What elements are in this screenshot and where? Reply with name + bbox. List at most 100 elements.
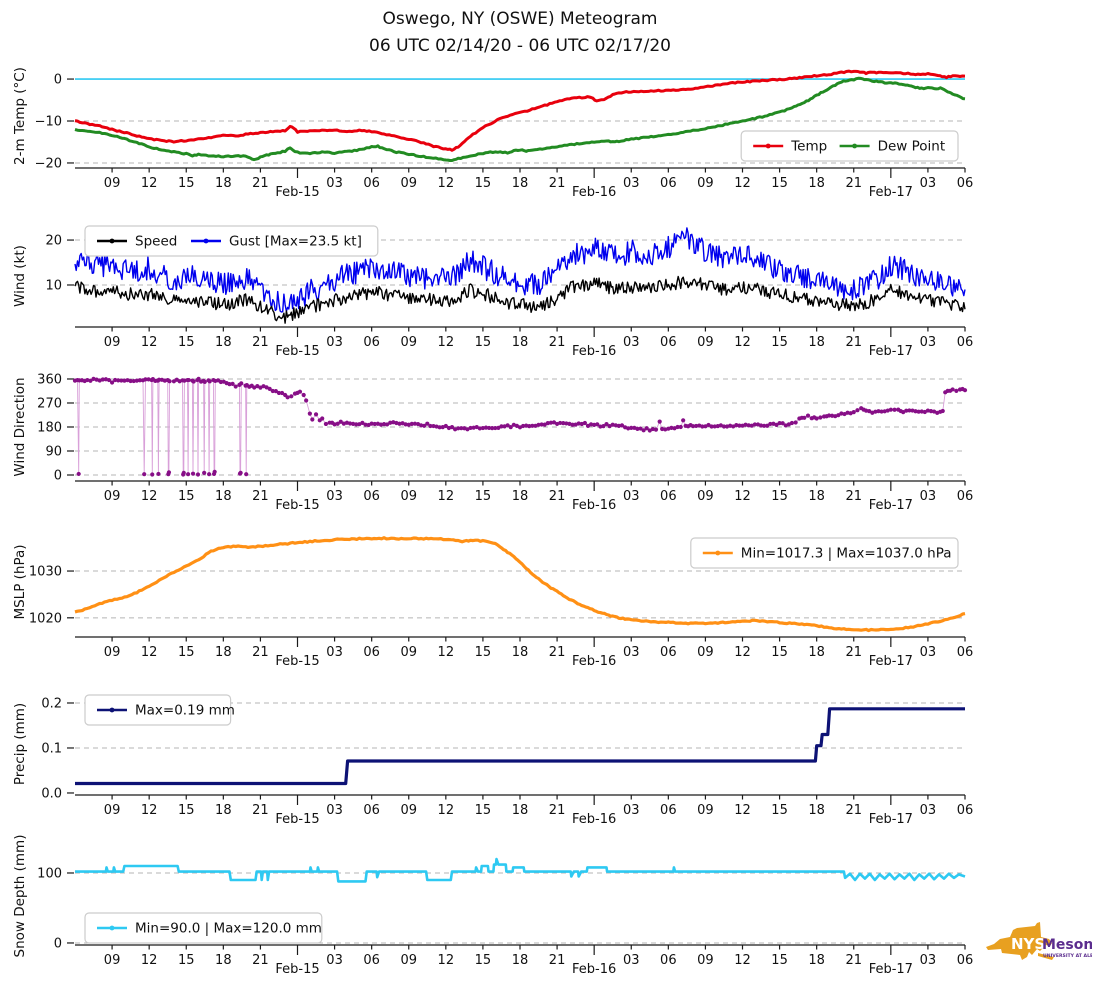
logo-mesonet-text: Mesonet	[1042, 937, 1092, 953]
x-tick-label: 06	[660, 489, 677, 504]
long-island-shape	[1038, 953, 1054, 960]
x-tick-label: 03	[623, 645, 640, 660]
x-tick-label: 15	[178, 489, 195, 504]
x-tick-label: 12	[141, 803, 158, 818]
y-tick-label: 1020	[29, 611, 62, 626]
x-tick-label: 09	[104, 335, 121, 350]
x-tick-label: Feb-16	[572, 344, 616, 359]
x-tick-label: 12	[438, 953, 455, 968]
panel-temp: 0 −10 −20 09 12 15 18 21 Feb-15 03 06 09 12 15 18 21 Feb…	[35, 69, 974, 200]
x-tick-label: 18	[808, 176, 825, 191]
x-tick-label: Feb-17	[869, 498, 913, 513]
x-tick-label: 18	[215, 335, 232, 350]
x-tick-label: 15	[771, 803, 788, 818]
x-tick-label: 09	[104, 489, 121, 504]
x-tick-label: 03	[920, 953, 937, 968]
x-tick-label: 21	[549, 335, 566, 350]
x-tick-label: 03	[920, 176, 937, 191]
x-tick-label: 21	[549, 489, 566, 504]
legend-wind: Speed Gust [Max=23.5 kt]	[84, 225, 379, 257]
x-tick-label: 09	[697, 489, 714, 504]
x-tick-label: 18	[512, 645, 529, 660]
x-tick-label: 18	[512, 335, 529, 350]
x-tick-label: 06	[660, 645, 677, 660]
x-tick-label: 03	[920, 335, 937, 350]
x-tick-label: 06	[363, 335, 380, 350]
x-tick-label: 21	[845, 489, 862, 504]
x-tick-label: 21	[549, 645, 566, 660]
x-tick-label: 21	[252, 176, 269, 191]
y-tick-label: 1030	[29, 565, 62, 580]
x-tick-label: 09	[104, 803, 121, 818]
x-tick-label: Feb-16	[572, 812, 616, 827]
x-tick-label: 03	[326, 803, 343, 818]
x-tick-label: 21	[845, 335, 862, 350]
x-tick-label: 21	[845, 176, 862, 191]
x-tick-label: Feb-15	[275, 962, 319, 977]
series-speed	[74, 275, 966, 324]
x-tick-label: 18	[808, 645, 825, 660]
x-tick-label: 21	[252, 803, 269, 818]
series-gust	[74, 227, 966, 313]
panel-wind: 20 10 09 12 15 18 21 Feb-15 03 06 09 12 15 18 21 Feb-16…	[45, 225, 974, 359]
x-tick-label: 03	[326, 953, 343, 968]
x-tick-label: 18	[808, 953, 825, 968]
x-tick-label: 12	[438, 803, 455, 818]
x-tick-label: 09	[697, 803, 714, 818]
x-tick-label: 03	[623, 803, 640, 818]
x-tick-label: 15	[771, 953, 788, 968]
x-tick-label: 09	[104, 645, 121, 660]
x-tick-label: 15	[771, 335, 788, 350]
legend-mslp: Min=1017.3 | Max=1037.0 hPa	[690, 537, 959, 569]
x-tick-label: 06	[957, 176, 974, 191]
x-tick-label: 09	[697, 645, 714, 660]
series-snow-depth	[75, 857, 966, 883]
x-tick-label: 18	[215, 176, 232, 191]
series-winddir-dots	[72, 376, 968, 477]
x-tick-label: 09	[400, 489, 417, 504]
x-tick-label: 03	[623, 335, 640, 350]
x-tick-label: 15	[178, 645, 195, 660]
x-tick-label: 21	[845, 645, 862, 660]
logo-tagline-text: UNIVERSITY AT ALBANY	[1043, 953, 1092, 959]
x-tick-label: 18	[215, 803, 232, 818]
x-tick-label: 06	[363, 489, 380, 504]
title-date-range: 06 UTC 02/14/20 - 06 UTC 02/17/20	[369, 36, 671, 56]
x-tick-label: 12	[438, 489, 455, 504]
x-tick-label: 12	[438, 335, 455, 350]
x-tick-label: Feb-17	[869, 344, 913, 359]
x-tick-label: 09	[697, 335, 714, 350]
x-tick-label: 12	[141, 489, 158, 504]
x-tick-label: 15	[178, 176, 195, 191]
legend-label: Speed	[135, 234, 177, 250]
x-tick-label: 06	[957, 335, 974, 350]
x-tick-label: Feb-16	[572, 654, 616, 669]
x-tick-label: 03	[920, 803, 937, 818]
x-tick-label: 03	[920, 489, 937, 504]
x-tick-label: 15	[475, 489, 492, 504]
legend-label: Max=0.19 mm	[135, 703, 235, 719]
x-tick-label: Feb-17	[869, 185, 913, 200]
legend-temp: Temp Dew Point	[740, 130, 959, 162]
x-tick-label: 15	[771, 176, 788, 191]
x-tick-label: 06	[957, 953, 974, 968]
x-tick-label: 15	[475, 176, 492, 191]
x-tick-label: 09	[400, 335, 417, 350]
y-tick-label: −20	[35, 156, 62, 171]
ny-state-shape	[986, 922, 1052, 960]
x-tick-label: 18	[512, 489, 529, 504]
x-tick-label: 15	[475, 803, 492, 818]
y-tick-label: 360	[37, 372, 62, 387]
x-tick-label: Feb-17	[869, 962, 913, 977]
x-tick-label: 18	[215, 953, 232, 968]
legend-precip: Max=0.19 mm	[84, 694, 235, 726]
x-tick-label: 21	[252, 645, 269, 660]
x-tick-label: 18	[808, 489, 825, 504]
x-tick-label: 12	[438, 645, 455, 660]
x-tick-label: Feb-17	[869, 812, 913, 827]
x-tick-label: 15	[475, 335, 492, 350]
x-tick-label: 15	[178, 803, 195, 818]
x-tick-label: 21	[252, 335, 269, 350]
panel-precip: 0.2 0.1 0.0 09 12 15 18 21 Feb-15 03 06 09 12 15 18 21 F…	[41, 694, 973, 827]
x-tick-label: Feb-15	[275, 498, 319, 513]
